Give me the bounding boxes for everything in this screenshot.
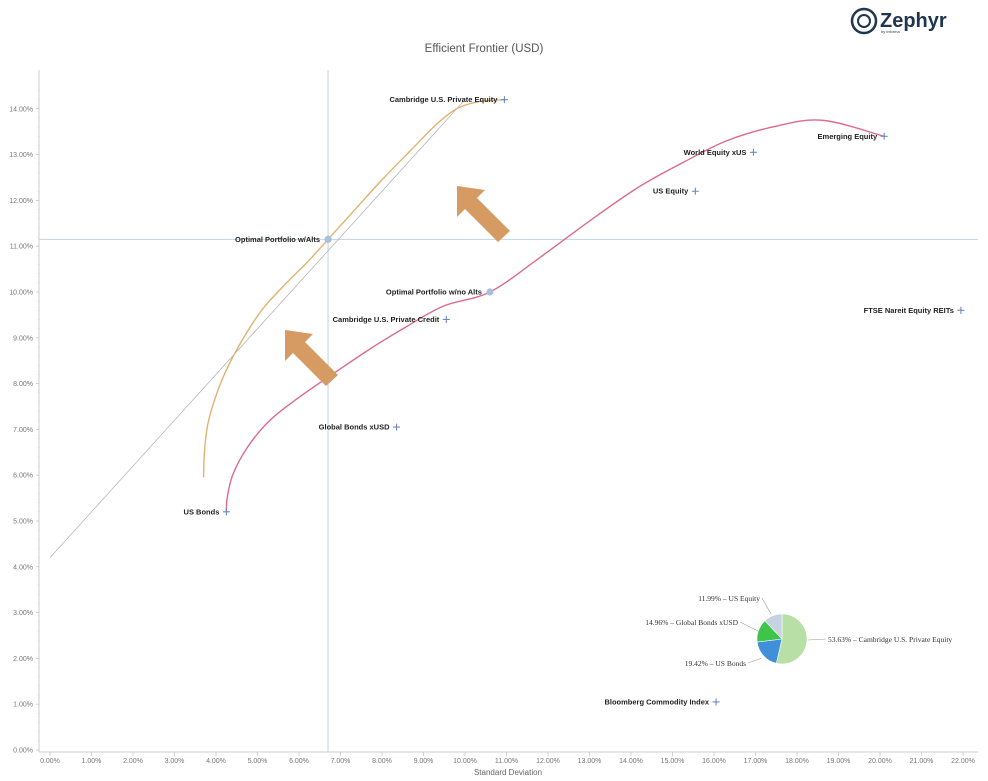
- pie-leader-line: [761, 597, 772, 615]
- y-tick-label: 9.00%: [13, 335, 33, 342]
- pie-slice-label: 19.42% – US Bonds: [685, 659, 746, 668]
- asset-marker-plus-icon: [712, 698, 720, 706]
- y-tick-label: 3.00%: [13, 610, 33, 617]
- logo-swirl-icon: [850, 7, 878, 35]
- asset-marker-plus-icon: [691, 187, 699, 195]
- x-tick-label: 2.00%: [123, 758, 143, 765]
- optimal-crosshair: [39, 70, 978, 752]
- y-tick-label: 10.00%: [9, 290, 33, 297]
- optimal-portfolio-label: Optimal Portfolio w/Alts: [235, 235, 320, 244]
- pie-slice-label: 14.96% – Global Bonds xUSD: [645, 618, 738, 627]
- asset-label: Cambridge U.S. Private Credit: [333, 315, 440, 324]
- logo-swirl-inner-icon: [857, 14, 871, 28]
- x-tick-label: 6.00%: [289, 758, 309, 765]
- asset-marker-layer: Cambridge U.S. Private Equity Emerging Eq…: [184, 95, 965, 706]
- asset-marker-plus-icon: [957, 306, 965, 314]
- chart-title: Efficient Frontier (USD): [425, 43, 544, 55]
- x-tick-label: 3.00%: [165, 758, 185, 765]
- asset-marker-plus-icon: [442, 315, 450, 323]
- arrow-upper-left-icon: [457, 186, 510, 242]
- x-tick-label: 9.00%: [414, 758, 434, 765]
- y-tick-label: 4.00%: [13, 564, 33, 571]
- x-tick-label: 12.00%: [536, 758, 560, 765]
- y-tick-label: 14.00%: [9, 106, 33, 113]
- asset-label: US Equity: [653, 187, 689, 196]
- x-tick-label: 8.00%: [372, 758, 392, 765]
- y-tick-label: 11.00%: [10, 244, 33, 251]
- optimal-portfolio-marker: [486, 288, 494, 296]
- y-tick-label: 1.00%: [13, 702, 33, 709]
- y-tick-label: 8.00%: [13, 381, 33, 388]
- asset-label: US Bonds: [184, 507, 220, 516]
- x-tick-label: 13.00%: [578, 758, 602, 765]
- logo-tagline: by informa: [881, 29, 900, 34]
- arrow-lower-left-icon: [285, 330, 338, 386]
- pie-leader-line: [747, 657, 763, 664]
- frontier-no-alts-line: [225, 119, 885, 512]
- asset-marker-plus-icon: [749, 148, 757, 156]
- allocation-pie: 53.63% – Cambridge U.S. Private Equity 19…: [645, 594, 952, 668]
- x-tick-label: 5.00%: [248, 758, 268, 765]
- x-tick-label: 0.00%: [40, 758, 60, 765]
- asset-label: Cambridge U.S. Private Equity: [389, 95, 498, 104]
- y-tick-label: 5.00%: [13, 519, 33, 526]
- frontier-with-alts-line: [202, 98, 505, 478]
- x-tick-label: 21.00%: [910, 758, 934, 765]
- x-tick-label: 14.00%: [619, 758, 643, 765]
- x-tick-label: 7.00%: [331, 758, 351, 765]
- pie-slice-label: 11.99% – US Equity: [698, 594, 760, 603]
- asset-label: World Equity xUS: [684, 148, 747, 157]
- y-tick-label: 6.00%: [13, 473, 33, 480]
- pie-slice-label: 53.63% – Cambridge U.S. Private Equity: [828, 635, 952, 644]
- asset-label: Emerging Equity: [818, 132, 878, 141]
- asset-marker-plus-icon: [222, 508, 230, 516]
- optimal-portfolio-marker: [324, 235, 332, 243]
- x-tick-label: 16.00%: [702, 758, 726, 765]
- pie-slice: [764, 613, 783, 640]
- y-tick-label: 0.00%: [13, 748, 33, 755]
- x-tick-label: 22.00%: [951, 758, 975, 765]
- x-tick-label: 18.00%: [785, 758, 809, 765]
- asset-label: Bloomberg Commodity Index: [604, 697, 709, 706]
- pie-leader-line: [739, 621, 761, 633]
- x-tick-label: 20.00%: [868, 758, 892, 765]
- y-tick-label: 7.00%: [13, 427, 33, 434]
- x-axis-title: Standard Deviation: [474, 768, 542, 777]
- x-tick-label: 17.00%: [744, 758, 768, 765]
- x-tick-label: 11.00%: [495, 758, 518, 765]
- x-tick-label: 4.00%: [206, 758, 226, 765]
- asset-marker-plus-icon: [393, 423, 401, 431]
- optimal-portfolio-label: Optimal Portfolio w/no Alts: [386, 288, 482, 297]
- capital-market-line: [49, 99, 466, 558]
- asset-label: Global Bonds xUSD: [319, 423, 390, 432]
- arrow-layer: [285, 186, 510, 386]
- logo-text: Zephyr: [880, 10, 947, 32]
- pie-leader-line: [807, 638, 827, 641]
- asset-marker-plus-icon: [500, 96, 508, 104]
- x-tick-label: 10.00%: [453, 758, 477, 765]
- x-tick-label: 19.00%: [827, 758, 851, 765]
- asset-label: FTSE Nareit Equity REITs: [864, 306, 954, 315]
- asset-marker-plus-icon: [880, 132, 888, 140]
- x-tick-label: 15.00%: [661, 758, 685, 765]
- tick-layer: 0.00% 1.00% 2.00% 3.00% 4.00% 5.00% 6.00% 7.00%…: [9, 90, 975, 765]
- x-tick-label: 1.00%: [82, 758, 102, 765]
- y-tick-label: 13.00%: [9, 152, 33, 159]
- pie-slice: [775, 613, 808, 665]
- y-tick-label: 12.00%: [9, 198, 33, 205]
- y-tick-label: 2.00%: [13, 656, 33, 663]
- frontier-series-layer: [49, 98, 885, 558]
- zephyr-logo: Zephyr by informa: [850, 7, 947, 35]
